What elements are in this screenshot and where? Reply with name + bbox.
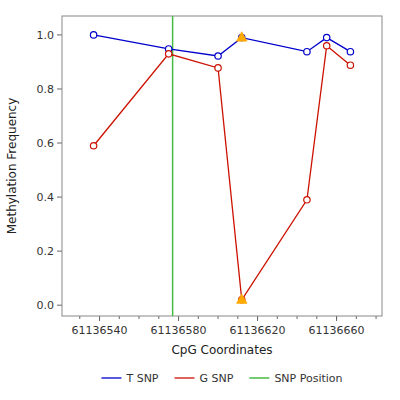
highlight-marker xyxy=(236,32,247,42)
tick xyxy=(57,34,62,35)
tick-label: 61136620 xyxy=(230,324,286,337)
point xyxy=(90,32,96,38)
point xyxy=(347,48,353,54)
tick-label: 61136580 xyxy=(151,324,207,337)
legend-label: G SNP xyxy=(200,372,234,385)
axis-label: Methylation Frequency xyxy=(5,98,19,235)
tick-label: 0.8 xyxy=(37,83,55,96)
tick xyxy=(99,316,100,321)
series-line xyxy=(94,35,351,56)
tick-label: 1.0 xyxy=(37,29,55,42)
tick xyxy=(57,197,62,198)
point xyxy=(90,143,96,149)
chart: 0.0 0.2 0.4 0.6 0.8 1.0 61136540 61136580 611366… xyxy=(0,0,400,400)
point xyxy=(304,48,310,54)
point xyxy=(323,43,329,49)
point xyxy=(347,62,353,68)
reference-line xyxy=(172,16,174,316)
tick xyxy=(57,88,62,89)
point xyxy=(215,53,221,59)
legend: T SNP G SNP SNP Position xyxy=(101,372,342,385)
tick-label: 61136540 xyxy=(72,324,128,337)
tick-label: 0.0 xyxy=(37,299,55,312)
series-line xyxy=(94,46,351,300)
tick-label: 61136660 xyxy=(309,324,365,337)
legend-item: T SNP xyxy=(101,372,158,385)
axis-label: CpG Coordinates xyxy=(171,343,272,357)
tick xyxy=(57,143,62,144)
point xyxy=(323,34,329,40)
tick xyxy=(257,316,258,321)
tick xyxy=(57,251,62,252)
highlight-marker xyxy=(236,294,247,304)
point xyxy=(215,65,221,71)
tick xyxy=(336,316,337,321)
legend-swatch xyxy=(175,377,195,378)
plot-frame xyxy=(62,16,382,316)
plot-area xyxy=(62,16,382,316)
legend-swatch xyxy=(249,377,269,379)
tick-label: 0.2 xyxy=(37,245,55,258)
legend-item: G SNP xyxy=(175,372,234,385)
legend-swatch xyxy=(101,377,121,378)
legend-item: SNP Position xyxy=(249,372,342,385)
legend-label: T SNP xyxy=(125,372,158,385)
x-axis: 61136540 61136580 61136620 61136660 xyxy=(72,316,377,337)
point xyxy=(304,197,310,203)
point xyxy=(165,51,171,57)
y-axis: 0.0 0.2 0.4 0.6 0.8 1.0 xyxy=(37,29,63,312)
tick xyxy=(57,305,62,306)
data-layer xyxy=(90,16,353,316)
tick xyxy=(178,316,179,321)
tick-label: 0.6 xyxy=(37,137,55,150)
tick-label: 0.4 xyxy=(37,191,55,204)
legend-label: SNP Position xyxy=(274,372,342,385)
